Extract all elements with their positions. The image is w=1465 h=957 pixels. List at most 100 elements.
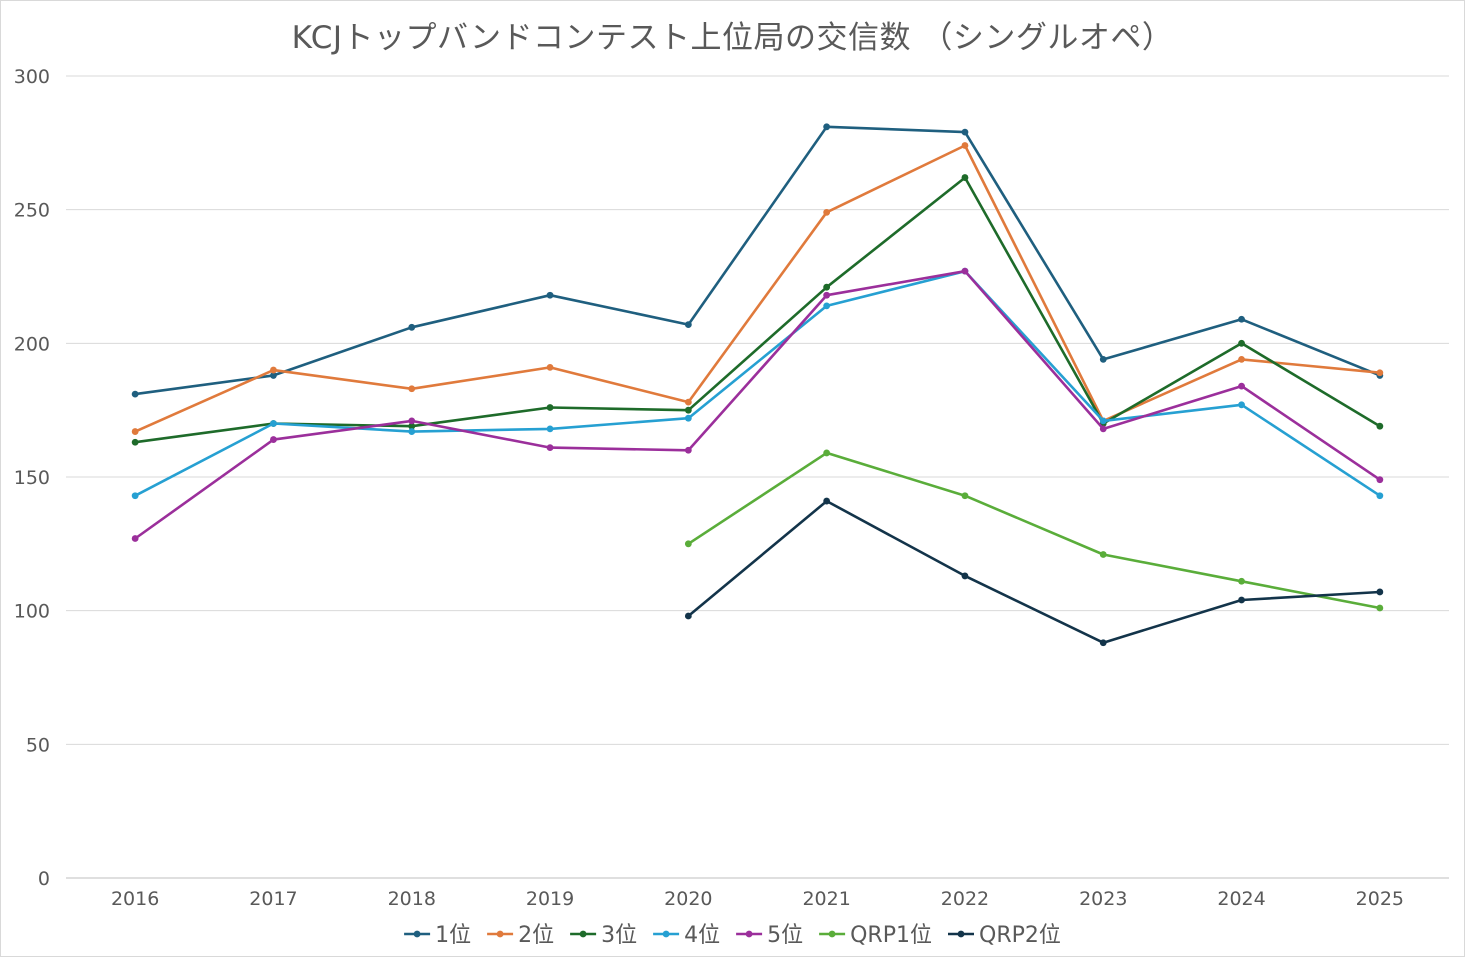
data-point bbox=[684, 406, 692, 414]
y-tick-label: 250 bbox=[14, 200, 50, 222]
x-tick-label: 2018 bbox=[388, 888, 436, 910]
data-point bbox=[1238, 382, 1245, 390]
data-point bbox=[684, 540, 692, 548]
legend-marker bbox=[828, 930, 836, 938]
legend-item: 5位 bbox=[736, 923, 803, 948]
data-point bbox=[131, 390, 139, 398]
data-point bbox=[546, 404, 554, 411]
data-point bbox=[408, 323, 416, 331]
data-point bbox=[1376, 476, 1384, 484]
data-point bbox=[961, 128, 969, 136]
legend-item: 3位 bbox=[570, 923, 637, 948]
x-tick-label: 2017 bbox=[249, 888, 297, 910]
x-tick-label: 2025 bbox=[1356, 888, 1404, 910]
legend: 1位 2位 3位 4位 5位 QRP1位 QRP2位 bbox=[404, 923, 1061, 948]
x-tick-label: 2021 bbox=[802, 888, 850, 910]
legend-item: 2位 bbox=[487, 923, 554, 948]
data-point bbox=[684, 446, 692, 454]
data-point bbox=[1376, 369, 1384, 377]
data-point bbox=[823, 302, 831, 310]
data-point bbox=[1099, 639, 1107, 647]
y-tick-label: 200 bbox=[14, 333, 50, 355]
data-point bbox=[1238, 339, 1245, 347]
data-point bbox=[270, 366, 277, 374]
series-line bbox=[687, 499, 1380, 644]
data-point bbox=[823, 497, 831, 505]
data-point bbox=[961, 267, 969, 275]
data-point bbox=[1099, 417, 1107, 425]
legend-label: QRP2位 bbox=[979, 923, 1061, 948]
data-point bbox=[1238, 401, 1245, 409]
data-point bbox=[1376, 604, 1384, 612]
series-6 bbox=[684, 449, 1384, 612]
x-axis-tick-labels: 2016 2017 2018 2019 2020 2021 2022 2023 2024 2025 bbox=[111, 888, 1404, 910]
series-7 bbox=[684, 497, 1384, 647]
legend-marker bbox=[745, 930, 753, 938]
series-line bbox=[134, 144, 1381, 433]
x-tick-label: 2024 bbox=[1217, 888, 1265, 910]
series-line bbox=[134, 269, 1381, 497]
legend-marker bbox=[957, 930, 965, 938]
data-point bbox=[823, 123, 831, 131]
y-tick-label: 0 bbox=[38, 868, 50, 890]
data-point bbox=[961, 174, 969, 181]
data-point bbox=[684, 414, 692, 422]
data-point bbox=[1238, 596, 1245, 604]
data-point bbox=[961, 142, 969, 149]
data-point bbox=[546, 444, 554, 451]
legend-item: 4位 bbox=[653, 923, 720, 948]
data-point bbox=[546, 363, 554, 371]
legend-item: QRP2位 bbox=[948, 923, 1061, 948]
series-3 bbox=[131, 174, 1384, 446]
legend-label: 3位 bbox=[601, 923, 637, 948]
x-tick-label: 2016 bbox=[111, 888, 159, 910]
data-point bbox=[546, 291, 554, 299]
data-point bbox=[823, 208, 831, 216]
data-point bbox=[1376, 422, 1384, 430]
data-point bbox=[131, 492, 139, 500]
data-point bbox=[131, 535, 139, 542]
data-point bbox=[408, 422, 416, 430]
series-4 bbox=[131, 267, 1384, 500]
y-axis-tick-labels: 0 50 100 150 200 250 300 bbox=[14, 66, 50, 890]
data-point bbox=[1238, 577, 1245, 585]
data-point bbox=[546, 425, 554, 433]
series-1 bbox=[131, 123, 1384, 398]
data-point bbox=[1099, 425, 1107, 433]
data-point bbox=[408, 417, 416, 425]
x-tick-label: 2020 bbox=[664, 888, 712, 910]
data-point bbox=[1238, 355, 1245, 363]
legend-marker bbox=[662, 930, 670, 938]
series-layer bbox=[131, 123, 1384, 647]
data-point bbox=[270, 436, 277, 443]
gridlines bbox=[66, 75, 1449, 879]
data-point bbox=[823, 291, 831, 299]
data-point bbox=[1099, 355, 1107, 363]
chart-title: KCJトップバンドコンテスト上位局の交信数 （シングルオペ） bbox=[291, 20, 1174, 56]
data-point bbox=[684, 398, 692, 406]
legend-item: 1位 bbox=[404, 923, 471, 948]
data-point bbox=[684, 612, 692, 620]
x-tick-label: 2023 bbox=[1079, 888, 1127, 910]
data-point bbox=[270, 372, 277, 379]
y-tick-label: 150 bbox=[14, 467, 50, 489]
legend-marker bbox=[413, 930, 421, 938]
data-point bbox=[823, 449, 831, 457]
legend-label: 2位 bbox=[518, 923, 554, 948]
y-tick-label: 100 bbox=[14, 601, 50, 623]
legend-label: 5位 bbox=[767, 923, 803, 948]
data-point bbox=[131, 428, 139, 435]
data-point bbox=[684, 321, 692, 329]
legend-marker bbox=[496, 930, 504, 938]
series-line bbox=[134, 269, 1381, 540]
data-point bbox=[408, 428, 416, 435]
data-point bbox=[961, 572, 969, 580]
legend-label: 1位 bbox=[435, 923, 471, 948]
x-tick-label: 2022 bbox=[941, 888, 989, 910]
data-point bbox=[1238, 315, 1245, 323]
series-line bbox=[687, 451, 1381, 610]
legend-item: QRP1位 bbox=[819, 923, 932, 948]
data-point bbox=[131, 438, 139, 446]
